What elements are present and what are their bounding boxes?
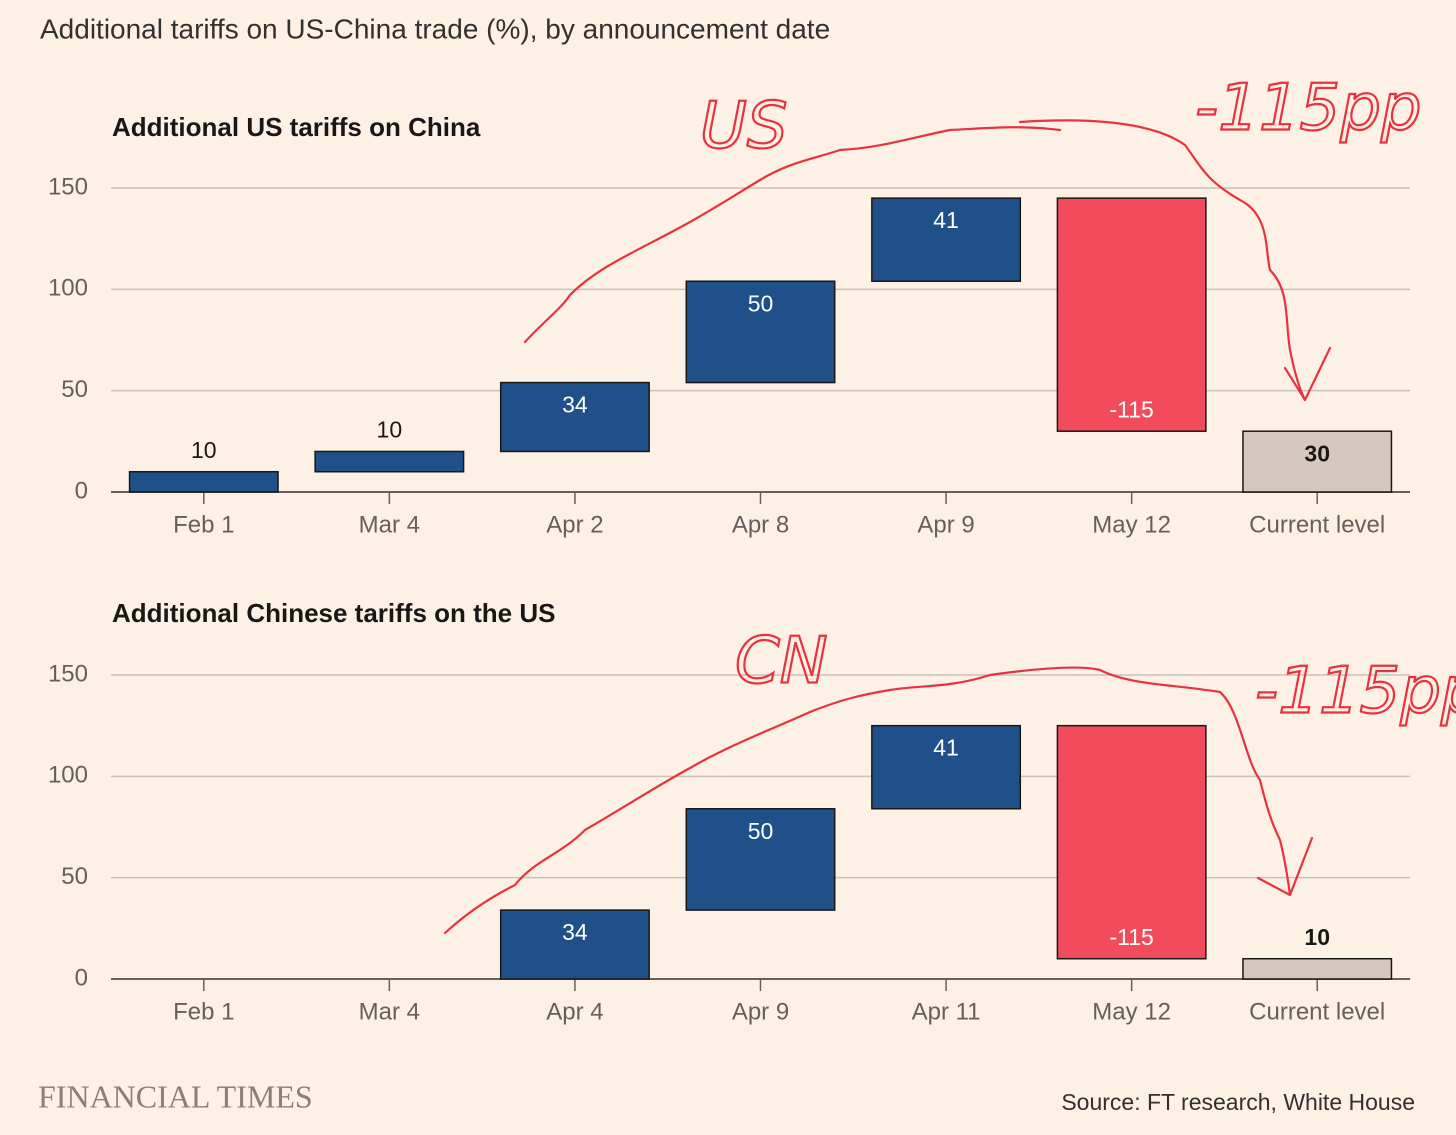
x-tick-label: Current level: [1249, 511, 1385, 538]
x-tick-label: Mar 4: [359, 511, 420, 538]
y-tick-label: 50: [61, 376, 88, 403]
value-label: 34: [562, 919, 588, 945]
x-tick-label: Apr 11: [912, 998, 981, 1025]
bar: [1242, 430, 1393, 493]
value-label: 10: [1304, 924, 1330, 950]
annotation: -115pp: [1195, 72, 1422, 146]
bar: [685, 280, 836, 384]
annotation: CN: [735, 625, 828, 699]
value-label: 41: [933, 735, 959, 761]
annotation: -115pp: [1255, 655, 1456, 729]
x-tick-label: May 12: [1092, 511, 1171, 538]
bar: [499, 909, 650, 980]
chart: Additional US tariffs on China 0 50 100 150 F…: [48, 112, 1410, 538]
bar: [1242, 957, 1393, 980]
chart-title: Additional Chinese tariffs on the US: [112, 598, 555, 628]
bar: [685, 808, 836, 911]
y-tick-label: 100: [48, 275, 88, 302]
brand: FINANCIAL TIMES: [38, 1078, 313, 1114]
x-tick-label: Current level: [1249, 998, 1385, 1025]
x-tick-label: Feb 1: [173, 998, 234, 1025]
value-label: 30: [1304, 440, 1330, 466]
x-tick-label: Mar 4: [359, 998, 420, 1025]
x-tick-label: May 12: [1092, 998, 1171, 1025]
bar: [314, 450, 465, 473]
bar: [871, 724, 1022, 810]
value-label: 50: [748, 290, 774, 316]
y-tick-label: 100: [48, 762, 88, 789]
y-tick-label: 0: [75, 477, 88, 504]
value-label: 41: [933, 207, 959, 233]
x-tick-label: Apr 2: [546, 511, 603, 538]
chart-title: Additional US tariffs on China: [112, 112, 481, 142]
x-tick-label: Apr 9: [917, 511, 974, 538]
y-tick-label: 150: [48, 660, 88, 687]
value-label: -115: [1109, 924, 1153, 950]
chart: Additional Chinese tariffs on the US 0 50 1…: [48, 598, 1410, 1025]
value-label: -115: [1109, 396, 1153, 422]
annotation-curve: [443, 666, 1314, 935]
source: Source: FT research, White House: [1061, 1089, 1415, 1115]
bar: [128, 470, 279, 493]
page-title: Additional tariffs on US-China trade (%)…: [40, 13, 830, 44]
bar: [1056, 197, 1207, 432]
bar: [871, 197, 1022, 282]
value-label: 10: [191, 437, 217, 463]
x-tick-label: Apr 8: [732, 511, 789, 538]
bar: [1056, 724, 1207, 960]
charts: Additional US tariffs on China050100150F…: [48, 112, 1410, 1025]
y-tick-label: 50: [61, 863, 88, 890]
bar: [499, 381, 650, 453]
annotations: US -115pp CN -115pp: [443, 70, 1456, 935]
x-tick-label: Feb 1: [173, 511, 234, 538]
value-label: 50: [748, 818, 774, 844]
y-tick-label: 150: [48, 173, 88, 200]
value-label: 10: [377, 417, 403, 443]
value-label: 34: [562, 392, 588, 418]
x-tick-label: Apr 4: [546, 998, 603, 1025]
annotation-curve: [523, 119, 1332, 402]
x-tick-label: Apr 9: [732, 998, 789, 1025]
annotation: US: [700, 90, 787, 164]
y-tick-label: 0: [75, 964, 88, 991]
